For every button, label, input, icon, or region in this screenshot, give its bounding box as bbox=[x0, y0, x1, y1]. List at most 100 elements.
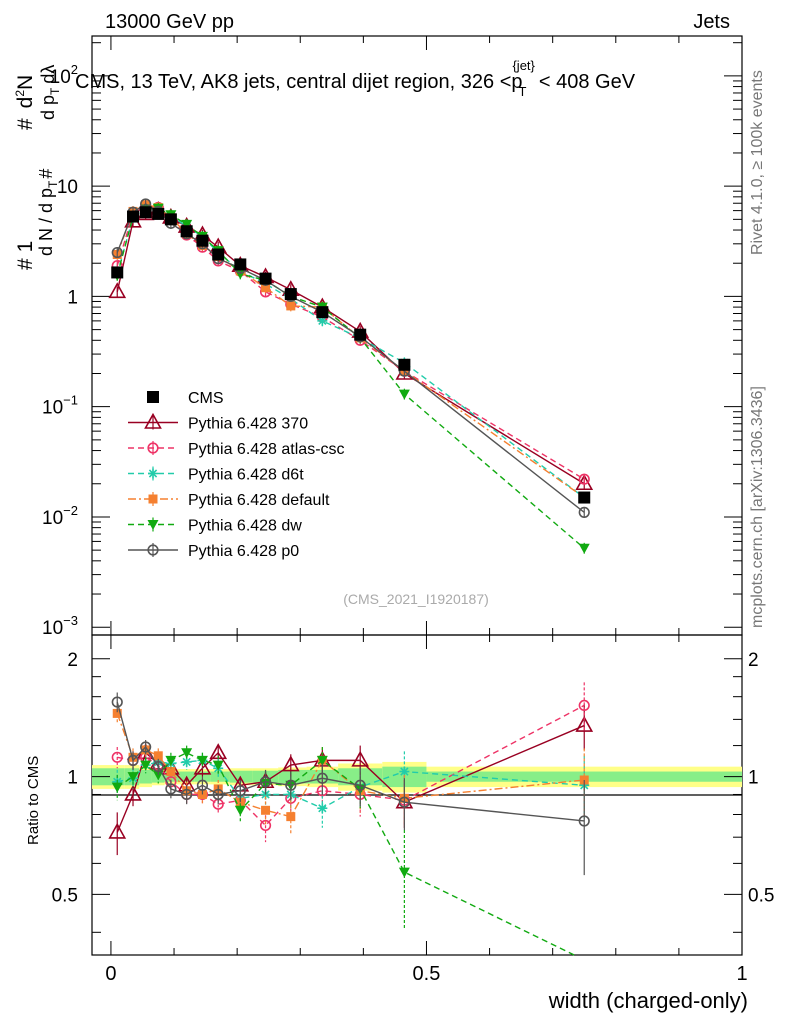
svg-text:#1: #1 bbox=[14, 241, 37, 270]
y-tick-label: 10 bbox=[57, 177, 78, 198]
series-line-atlas bbox=[116, 205, 585, 480]
ratio-point-dw bbox=[316, 755, 328, 766]
ratio-point-atlas bbox=[111, 751, 123, 763]
legend-marker-d6t bbox=[148, 468, 158, 479]
svg-text:#d2N: #d2N bbox=[13, 75, 37, 130]
legend-item-default: Pythia 6.428 default bbox=[128, 492, 330, 509]
legend-label: Pythia 6.428 default bbox=[188, 492, 330, 509]
title-suffix: < 408 GeV bbox=[539, 71, 636, 93]
ratio-point-default bbox=[112, 708, 122, 718]
legend-marker-p370 bbox=[144, 412, 162, 429]
ratio-point-dw bbox=[234, 805, 246, 816]
ratio-point-p0 bbox=[259, 776, 272, 788]
ratio-point-p0 bbox=[127, 754, 139, 766]
ratio-point-p0 bbox=[181, 788, 193, 801]
title-sub: T bbox=[519, 84, 527, 99]
point-CMS bbox=[398, 358, 411, 371]
ratio-point-atlas bbox=[259, 819, 272, 832]
rivet-label: Rivet 4.1.0, ≥ 100k events bbox=[749, 70, 766, 255]
y-tick-label: 1 bbox=[67, 287, 78, 308]
point-CMS bbox=[196, 234, 209, 247]
point-CMS bbox=[259, 272, 272, 285]
x-axis-label: width (charged-only) bbox=[548, 988, 748, 1013]
ratio-point-d6t bbox=[317, 803, 328, 814]
point-CMS bbox=[111, 266, 124, 279]
ratio-point-dw bbox=[140, 760, 152, 771]
point-CMS bbox=[234, 258, 247, 271]
point-CMS bbox=[152, 207, 165, 220]
series-dw bbox=[111, 202, 590, 554]
x-tick-label: 1 bbox=[736, 963, 747, 985]
legend-marker-p0 bbox=[147, 544, 159, 556]
band-inner-10 bbox=[278, 769, 307, 784]
legend-label: Pythia 6.428 atlas-csc bbox=[188, 441, 345, 458]
ratio-point-dw bbox=[398, 867, 410, 878]
ratio-point-d6t bbox=[181, 756, 192, 767]
ratio-point-p0 bbox=[354, 779, 366, 791]
header-right: Jets bbox=[693, 11, 730, 33]
ratio-point-p370 bbox=[575, 715, 594, 732]
ratio-y-axis-label: Ratio to CMS bbox=[25, 756, 42, 845]
svg-text:d N / d pT#: d N / d pT# bbox=[36, 169, 60, 256]
ratio-point-d6t bbox=[399, 766, 410, 777]
point-default bbox=[286, 301, 296, 311]
point-p0 bbox=[578, 506, 590, 518]
legend-label: Pythia 6.428 d6t bbox=[188, 467, 304, 484]
ratio-point-p0 bbox=[578, 815, 590, 827]
ratio-tick-label-left: 0.5 bbox=[52, 885, 78, 906]
ratio-line-d6t bbox=[117, 759, 585, 810]
point-CMS bbox=[578, 491, 591, 504]
legend-item-p0: Pythia 6.428 p0 bbox=[128, 543, 299, 560]
x-tick-label: 0.5 bbox=[413, 963, 441, 985]
ratio-series-layer bbox=[108, 682, 594, 956]
ratio-point-default bbox=[286, 812, 296, 822]
legend-item-atlas: Pythia 6.428 atlas-csc bbox=[128, 441, 345, 458]
chart-title: CMS, 13 TeV, AK8 jets, central dijet reg… bbox=[75, 58, 636, 99]
legend-item-CMS: CMS bbox=[147, 390, 224, 407]
y-tick-label: 10−3 bbox=[42, 613, 78, 639]
title-prefix: CMS, 13 TeV, AK8 jets, central dijet reg… bbox=[75, 71, 511, 93]
ratio-point-p0 bbox=[111, 696, 123, 708]
point-CMS bbox=[127, 210, 140, 223]
legend: CMS Pythia 6.428 370 Pythia 6.428 atlas-cs… bbox=[128, 390, 345, 560]
ratio-point-p0 bbox=[140, 741, 152, 753]
header-left: 13000 GeV pp bbox=[105, 11, 234, 33]
legend-marker-CMS bbox=[147, 391, 159, 403]
y-tick-label: 10−1 bbox=[42, 393, 78, 419]
point-CMS bbox=[284, 288, 297, 301]
legend-item-d6t: Pythia 6.428 d6t bbox=[128, 466, 304, 484]
svg-text:d pTdλ: d pTdλ bbox=[38, 65, 62, 120]
ratio-series-p0 bbox=[111, 692, 590, 876]
ratio-tick-label-right: 2 bbox=[748, 650, 759, 671]
ratio-point-p0 bbox=[165, 783, 177, 795]
legend-marker-atlas bbox=[147, 442, 159, 454]
y-axis-label: #1 d N / d pT# #d2N d pTdλ bbox=[13, 65, 62, 270]
mcplots-label: mcplots.cern.ch [arXiv:1306.3436] bbox=[749, 386, 766, 628]
title-sup: {jet} bbox=[512, 58, 535, 73]
point-CMS bbox=[316, 306, 329, 319]
ratio-tick-label-right: 0.5 bbox=[748, 885, 774, 906]
ratio-point-p370 bbox=[124, 784, 142, 801]
point-dw bbox=[181, 219, 193, 230]
series-CMS bbox=[111, 206, 591, 504]
series-p0 bbox=[111, 198, 590, 518]
point-dw bbox=[578, 543, 590, 554]
ratio-point-dw bbox=[165, 755, 177, 766]
ratio-tick-label-right: 1 bbox=[748, 768, 759, 789]
main-series-layer bbox=[108, 198, 594, 554]
legend-marker-dw bbox=[147, 520, 159, 530]
legend-marker-default bbox=[148, 494, 158, 504]
ratio-point-dw bbox=[212, 760, 224, 771]
series-atlas bbox=[111, 200, 590, 485]
ratio-point-p0 bbox=[234, 785, 246, 797]
ratio-point-dw bbox=[127, 772, 139, 783]
point-CMS bbox=[212, 248, 225, 261]
ratio-point-p370 bbox=[281, 755, 300, 772]
series-p370 bbox=[108, 200, 594, 491]
y-tick-label: 102 bbox=[50, 62, 78, 88]
axis-ticks: 0 0.5 1 10−3 10−2 10−1 1 10 102 0.5 0.5 1 1 2 2 bbox=[42, 36, 774, 985]
x-tick-label: 0 bbox=[105, 963, 116, 985]
ratio-point-p370 bbox=[351, 750, 370, 767]
ratio-point-p0 bbox=[152, 761, 164, 773]
